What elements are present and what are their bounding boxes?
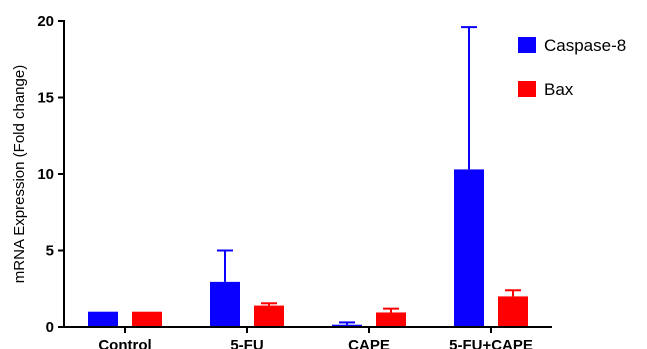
bar-Bax-Control [132,311,162,327]
bar-Bax-5-FU+CAPE [498,296,528,327]
legend-label-Caspase-8: Caspase-8 [544,36,626,55]
y-axis-label: mRNA Expression (Fold change) [11,65,28,283]
bar-Bax-5-FU [254,305,284,327]
y-tick-label: 0 [46,319,54,336]
y-tick-label: 15 [37,90,54,107]
bar-Caspase-8-Control [88,311,118,327]
bar-Caspase-8-CAPE [332,324,362,327]
bars [88,169,528,327]
y-ticks: 0 5 10 15 20 [37,13,64,336]
y-tick-label: 10 [37,166,54,183]
y-tick-label: 5 [46,243,54,260]
x-tick-label: 5-FU [230,337,263,349]
x-tick-label: CAPE [348,337,390,349]
bar-Caspase-8-5-FU+CAPE [454,169,484,327]
legend-swatch-Bax [518,81,536,97]
legend-label-Bax: Bax [544,80,574,99]
x-tick-label: 5-FU+CAPE [449,337,533,349]
x-tick-label: Control [98,337,151,349]
y-tick-label: 20 [37,13,54,30]
bar-Bax-CAPE [376,312,406,327]
x-ticks: Control 5-FU CAPE 5-FU+CAPE [98,327,533,349]
bar-Caspase-8-5-FU [210,281,240,327]
legend-swatch-Caspase-8 [518,37,536,53]
legend: Caspase-8 Bax [518,36,626,99]
error-bars [217,26,521,325]
